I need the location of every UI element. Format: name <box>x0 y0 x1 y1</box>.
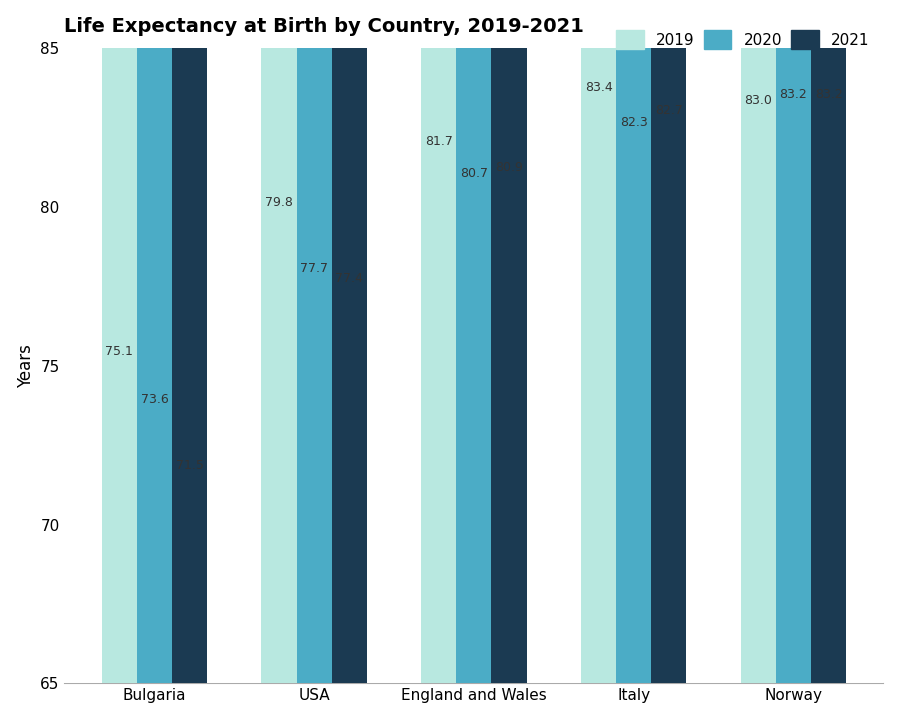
Text: Life Expectancy at Birth by Country, 2019-2021: Life Expectancy at Birth by Country, 201… <box>65 17 584 36</box>
Legend: 2019, 2020, 2021: 2019, 2020, 2021 <box>610 24 876 55</box>
Text: 75.1: 75.1 <box>105 345 133 358</box>
Bar <box>580 0 616 683</box>
Bar <box>137 0 172 683</box>
Text: 80.7: 80.7 <box>460 167 488 180</box>
Bar <box>652 0 687 683</box>
Text: 81.7: 81.7 <box>425 135 453 148</box>
Bar <box>172 0 207 683</box>
Bar <box>616 0 652 683</box>
Bar <box>102 0 137 683</box>
Text: 77.7: 77.7 <box>300 262 328 275</box>
Bar <box>491 0 526 683</box>
Text: 79.8: 79.8 <box>266 196 292 209</box>
Bar <box>421 0 456 683</box>
Text: 83.2: 83.2 <box>779 88 807 101</box>
Text: 83.0: 83.0 <box>744 94 772 107</box>
Text: 80.9: 80.9 <box>495 161 523 174</box>
Bar <box>811 0 846 683</box>
Text: 73.6: 73.6 <box>140 392 168 405</box>
Bar <box>776 0 811 683</box>
Text: 82.7: 82.7 <box>655 104 683 117</box>
Bar <box>456 0 491 683</box>
Bar <box>332 0 367 683</box>
Bar <box>297 0 332 683</box>
Text: 83.4: 83.4 <box>585 81 612 94</box>
Text: 83.2: 83.2 <box>814 88 842 101</box>
Text: 71.5: 71.5 <box>176 459 203 472</box>
Bar <box>261 0 297 683</box>
Y-axis label: Years: Years <box>17 344 35 388</box>
Text: 77.4: 77.4 <box>336 272 364 285</box>
Bar <box>741 0 776 683</box>
Text: 82.3: 82.3 <box>620 117 647 130</box>
